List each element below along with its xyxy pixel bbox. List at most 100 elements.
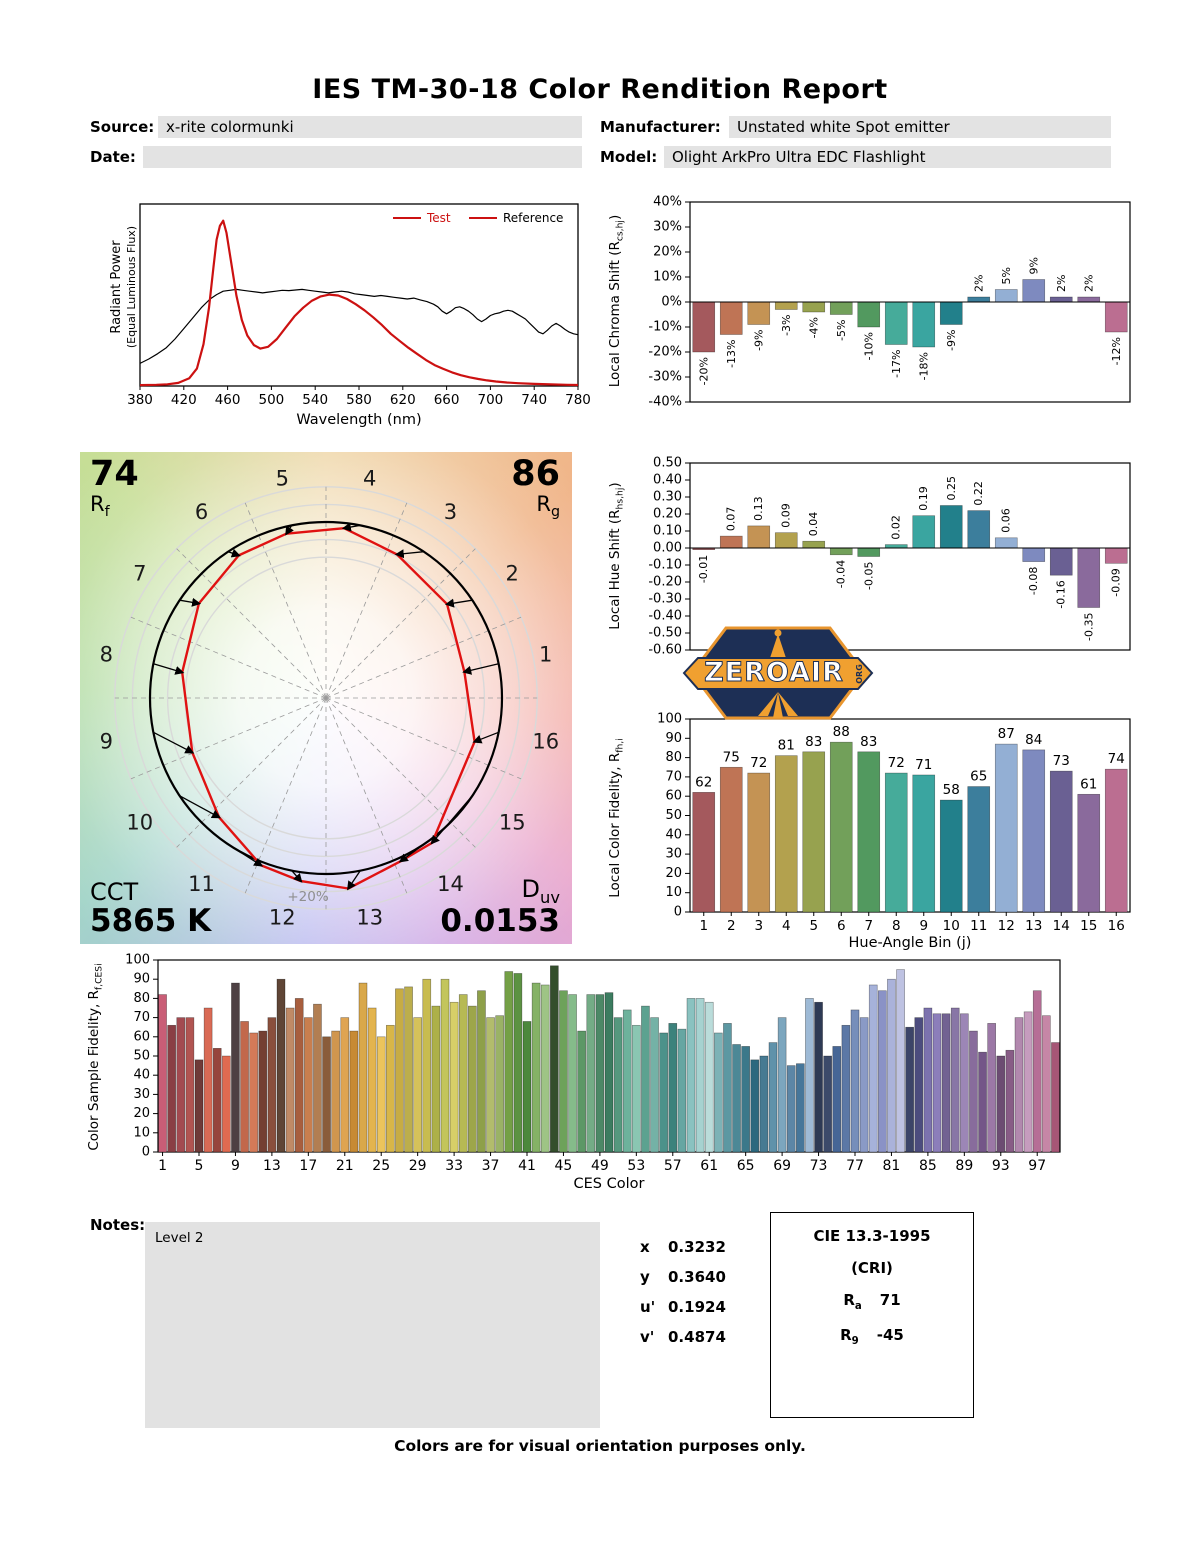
cri-subtitle: (CRI) xyxy=(851,1259,893,1277)
cri-r9-row: R9 -45 xyxy=(771,1326,973,1347)
svg-text:40: 40 xyxy=(665,827,682,842)
chroma-host-svg: 40% 30% 20% 10% 0% -10% -20% -30% -40% -20% -13% -9… xyxy=(648,195,1131,410)
svg-text:74: 74 xyxy=(1108,751,1125,767)
footer-note: Colors are for visual orientation purpos… xyxy=(394,1437,806,1455)
svg-text:6: 6 xyxy=(837,918,846,934)
svg-text:75: 75 xyxy=(723,749,740,765)
logo-beacon-icon xyxy=(774,629,782,637)
svg-text:65: 65 xyxy=(970,769,987,785)
svg-text:-3%: -3% xyxy=(780,315,793,336)
svg-text:-0.08: -0.08 xyxy=(1027,567,1040,595)
svg-text:-20%: -20% xyxy=(697,357,710,385)
svg-text:9: 9 xyxy=(919,918,928,934)
svg-text:93: 93 xyxy=(992,1158,1010,1174)
rf-value: 74 xyxy=(90,454,139,494)
duv-value: 0.0153 xyxy=(440,903,560,940)
svg-text:41: 41 xyxy=(518,1158,536,1174)
svg-text:69: 69 xyxy=(773,1158,791,1174)
svg-text:10: 10 xyxy=(126,810,153,834)
hue-shift-chart: Local Hue Shift (Rhs,hj) 0.50 0.40 0.30 0.2… xyxy=(598,455,1158,680)
svg-text:0.09: 0.09 xyxy=(780,503,793,528)
svg-text:81: 81 xyxy=(778,738,795,754)
svg-text:60: 60 xyxy=(665,789,682,804)
svg-text:100: 100 xyxy=(657,712,682,727)
svg-text:9: 9 xyxy=(100,730,113,754)
cri-title: CIE 13.3-1995 xyxy=(813,1227,931,1245)
svg-text:83: 83 xyxy=(860,734,877,750)
model-value: Olight ArkPro Ultra EDC Flashlight xyxy=(664,146,1111,168)
svg-text:1: 1 xyxy=(539,642,552,666)
svg-text:73: 73 xyxy=(810,1158,828,1174)
svg-text:500: 500 xyxy=(259,392,285,408)
svg-text:15: 15 xyxy=(1080,918,1097,934)
svg-text:77: 77 xyxy=(846,1158,864,1174)
svg-text:7: 7 xyxy=(133,562,146,586)
svg-text:80: 80 xyxy=(665,750,682,765)
spd-chart: Radiant Power (Equal Luminous Flux) Wave… xyxy=(60,192,590,437)
ces-fidelity-chart: Color Sample Fidelity, Rf,CESi CES Color… xyxy=(70,952,1080,1192)
manufacturer-value: Unstated white Spot emitter xyxy=(729,116,1111,138)
svg-text:Reference: Reference xyxy=(503,211,563,225)
hue-host-svg: 0.500.400.300.200.100.00-0.10-0.20-0.30-… xyxy=(648,456,1131,658)
svg-text:0: 0 xyxy=(674,905,682,920)
svg-text:-10%: -10% xyxy=(648,320,682,335)
svg-text:30%: 30% xyxy=(653,220,682,235)
svg-text:-0.05: -0.05 xyxy=(862,562,875,590)
svg-text:-0.50: -0.50 xyxy=(648,626,682,641)
svg-text:20%: 20% xyxy=(653,245,682,260)
svg-text:11: 11 xyxy=(970,918,987,934)
svg-text:3: 3 xyxy=(754,918,763,934)
svg-text:0.00: 0.00 xyxy=(653,541,682,556)
rf-block: 74 Rf xyxy=(90,456,139,520)
svg-text:57: 57 xyxy=(664,1158,682,1174)
svg-text:81: 81 xyxy=(883,1158,901,1174)
svg-text:0.02: 0.02 xyxy=(890,515,903,540)
rg-block: 86 Rg xyxy=(511,456,560,520)
ra-value: 71 xyxy=(879,1291,901,1309)
cri-box: CIE 13.3-1995 (CRI) Ra 71 R9 -45 xyxy=(770,1212,974,1418)
svg-text:13: 13 xyxy=(263,1158,281,1174)
svg-text:9%: 9% xyxy=(1027,257,1040,274)
svg-text:620: 620 xyxy=(390,392,416,408)
model-label: Model: xyxy=(600,148,658,166)
svg-text:12: 12 xyxy=(269,906,296,930)
svg-text:83: 83 xyxy=(805,734,822,750)
svg-text:8: 8 xyxy=(100,642,113,666)
cct-label: CCT xyxy=(90,878,139,907)
svg-text:3: 3 xyxy=(444,500,457,524)
svg-text:2%: 2% xyxy=(972,275,985,292)
svg-text:-0.40: -0.40 xyxy=(648,609,682,624)
source-value: x-rite colormunki xyxy=(158,116,582,138)
svg-text:30: 30 xyxy=(133,1087,150,1102)
svg-text:14: 14 xyxy=(437,872,464,896)
svg-text:+20%: +20% xyxy=(287,889,328,905)
svg-text:-40%: -40% xyxy=(648,395,682,410)
svg-text:-0.35: -0.35 xyxy=(1082,613,1095,641)
rg-value: 86 xyxy=(511,454,560,494)
svg-text:-0.60: -0.60 xyxy=(648,643,682,658)
svg-text:-4%: -4% xyxy=(807,317,820,338)
svg-text:15: 15 xyxy=(499,810,526,834)
svg-text:87: 87 xyxy=(998,726,1015,742)
svg-text:11: 11 xyxy=(188,872,215,896)
svg-text:13: 13 xyxy=(1025,918,1042,934)
rf-label: Rf xyxy=(90,491,110,520)
svg-text:2%: 2% xyxy=(1082,275,1095,292)
color-fidelity-chart: Local Color Fidelity, Rfh,i Hue-Angle Bi… xyxy=(598,705,1158,955)
svg-text:60: 60 xyxy=(133,1029,150,1044)
svg-text:0.20: 0.20 xyxy=(653,507,682,522)
svg-text:0.30: 0.30 xyxy=(653,490,682,505)
svg-text:40: 40 xyxy=(133,1068,150,1083)
svg-text:-0.20: -0.20 xyxy=(648,575,682,590)
svg-text:80: 80 xyxy=(133,991,150,1006)
chromaticity-row-v: v' 0.4874 xyxy=(640,1328,726,1346)
svg-text:-18%: -18% xyxy=(917,352,930,380)
svg-text:0%: 0% xyxy=(661,295,682,310)
spd-x-axis-label: Wavelength (nm) xyxy=(296,412,422,428)
svg-text:380: 380 xyxy=(127,392,153,408)
svg-text:5%: 5% xyxy=(1000,267,1013,284)
